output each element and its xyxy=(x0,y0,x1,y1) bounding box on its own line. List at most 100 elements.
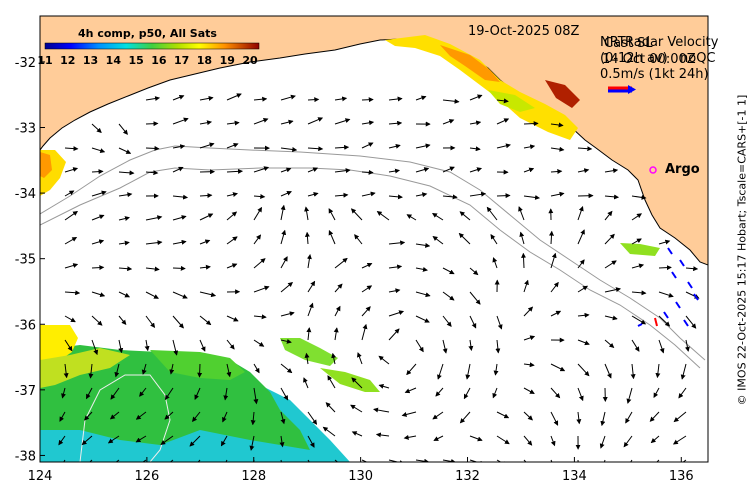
current-arrow xyxy=(199,193,213,199)
current-arrow xyxy=(550,363,566,372)
current-arrow xyxy=(304,206,310,221)
current-arrow xyxy=(199,339,206,352)
current-arrow xyxy=(307,302,314,317)
current-arrow xyxy=(307,280,316,293)
current-arrow xyxy=(226,142,239,149)
current-arrow xyxy=(550,435,556,447)
current-arrow xyxy=(145,145,160,151)
current-arrow xyxy=(253,314,267,320)
y-tick-label: -37 xyxy=(15,384,36,399)
current-arrow xyxy=(145,96,161,102)
current-arrow xyxy=(91,123,102,134)
current-arrow xyxy=(145,215,163,221)
current-arrow xyxy=(280,119,294,125)
current-arrow xyxy=(91,147,106,153)
current-arrow xyxy=(673,411,687,423)
current-arrow xyxy=(280,311,295,317)
current-arrow xyxy=(649,411,660,422)
current-arrow xyxy=(631,194,647,200)
current-arrow xyxy=(199,95,214,101)
current-arrow xyxy=(361,97,374,103)
current-arrow xyxy=(658,239,671,245)
current-arrow xyxy=(307,97,320,103)
current-arrow xyxy=(226,315,239,322)
current-arrow xyxy=(64,210,78,221)
current-arrow xyxy=(549,230,554,245)
current-arrow xyxy=(577,205,584,221)
current-arrow xyxy=(226,339,235,350)
current-arrow xyxy=(164,411,174,420)
sst-region-southwest-yellowgreen xyxy=(40,348,130,388)
current-arrow xyxy=(253,117,269,125)
current-arrow xyxy=(334,168,351,174)
current-arrow xyxy=(118,123,128,135)
current-arrow xyxy=(64,290,81,296)
x-tick-label: 132 xyxy=(455,469,480,484)
sst-patch-mid-green2 xyxy=(320,368,380,392)
current-arrow xyxy=(388,143,401,149)
current-arrow xyxy=(463,387,471,400)
current-arrow xyxy=(685,315,697,329)
current-arrow xyxy=(631,290,647,296)
current-arrow xyxy=(415,339,424,353)
current-arrow xyxy=(523,411,533,421)
current-arrow xyxy=(388,240,406,246)
current-arrow xyxy=(226,263,238,269)
current-arrow xyxy=(59,411,66,422)
colorbar-tick-label: 20 xyxy=(242,54,258,67)
current-arrow xyxy=(486,206,498,221)
current-arrow xyxy=(145,170,159,176)
current-arrow xyxy=(468,339,474,352)
current-arrow xyxy=(253,285,270,293)
current-arrow xyxy=(361,263,373,269)
current-arrow xyxy=(685,266,699,272)
current-arrow xyxy=(388,96,403,102)
current-arrow xyxy=(361,323,368,341)
current-arrow xyxy=(550,411,559,426)
current-arrow xyxy=(495,339,501,354)
current-arrow xyxy=(328,229,336,245)
sst-patch-west-orange xyxy=(40,152,52,178)
x-tick-label: 124 xyxy=(28,469,53,484)
current-arrow xyxy=(469,459,485,462)
current-arrow xyxy=(523,194,541,200)
current-arrow xyxy=(91,291,106,298)
current-arrow xyxy=(496,411,510,419)
current-velocity-arrows xyxy=(58,93,700,462)
x-tick-label: 126 xyxy=(134,469,159,484)
current-arrow xyxy=(577,285,589,293)
current-arrow xyxy=(388,168,401,174)
current-arrow xyxy=(415,192,428,198)
current-arrow xyxy=(604,233,615,245)
current-arrow xyxy=(280,281,293,293)
current-arrow xyxy=(577,363,590,377)
current-arrow xyxy=(280,338,292,344)
current-arrow xyxy=(91,265,105,271)
current-arrow xyxy=(194,387,201,400)
current-arrow xyxy=(433,435,444,441)
current-arrow xyxy=(280,363,293,374)
current-arrow xyxy=(91,214,105,221)
current-arrow xyxy=(226,93,242,101)
sst-patch-coast-orange xyxy=(440,45,500,82)
y-tick-label: -35 xyxy=(15,253,36,268)
current-arrow xyxy=(253,363,260,374)
current-arrow xyxy=(432,411,444,420)
current-arrow xyxy=(226,211,238,221)
x-axis: 124 126 128 130 132 134 136 xyxy=(28,457,694,484)
current-arrow xyxy=(523,435,533,446)
current-arrow xyxy=(357,352,363,365)
current-arrow xyxy=(118,192,133,198)
current-arrow xyxy=(437,363,444,380)
legend-date: 14 Oct 00:00Z xyxy=(602,52,696,67)
current-arrow xyxy=(550,146,565,152)
x-tick-label: 128 xyxy=(241,469,266,484)
current-arrow xyxy=(523,279,529,293)
sst-patch-coast-red xyxy=(545,80,580,108)
isobath-southwest xyxy=(79,374,171,462)
current-arrow xyxy=(334,118,351,125)
x-tick-label: 134 xyxy=(562,469,587,484)
legend-qc: noQC xyxy=(680,51,716,66)
current-arrow xyxy=(160,435,174,445)
current-arrow xyxy=(164,387,174,401)
